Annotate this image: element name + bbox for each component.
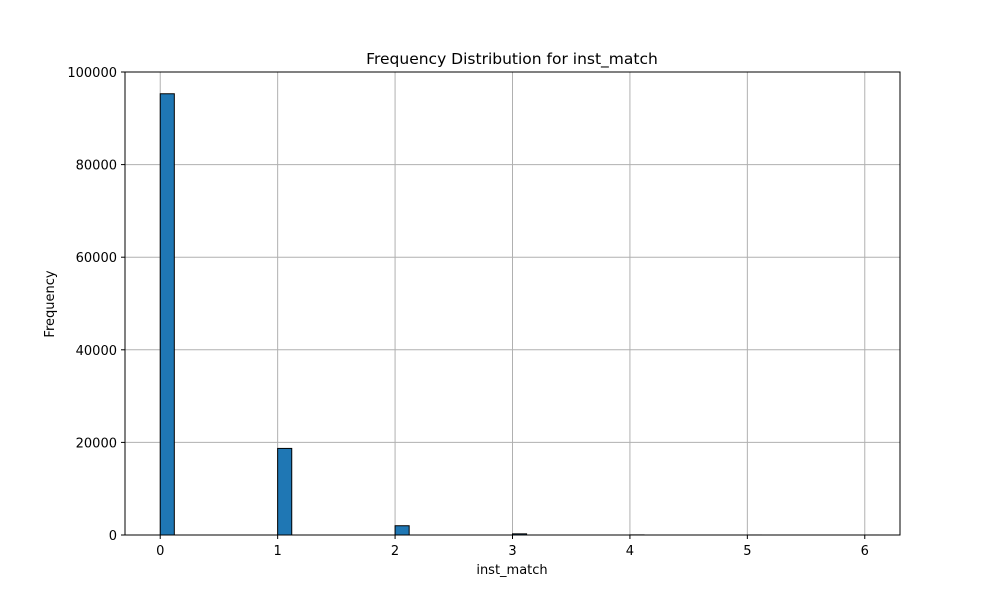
y-tick-label-60000: 60000 [76,251,117,266]
histogram-bar-1 [277,447,293,536]
x-axis-label: inst_match [476,563,547,578]
y-tick-label-40000: 40000 [76,344,117,359]
histogram-bar-0 [159,93,175,536]
x-tick-label-3: 3 [508,544,516,559]
y-axis-ticks: 0 20000 40000 60000 80000 100000 [67,66,125,544]
x-tick-label-2: 2 [391,544,399,559]
chart-title: Frequency Distribution for inst_match [366,50,658,69]
y-tick-label-80000: 80000 [76,159,117,174]
y-tick-label-100000: 100000 [67,66,117,81]
x-tick-label-0: 0 [156,544,164,559]
x-tick-label-1: 1 [274,544,282,559]
x-tick-label-5: 5 [743,544,751,559]
y-tick-label-20000: 20000 [76,436,117,451]
x-axis-ticks: 0 1 2 3 4 5 6 [156,535,869,559]
x-tick-label-6: 6 [861,544,869,559]
x-tick-label-4: 4 [626,544,634,559]
histogram-bar-2 [394,525,410,536]
y-tick-label-0: 0 [109,529,117,544]
y-axis-label: Frequency [43,270,58,337]
